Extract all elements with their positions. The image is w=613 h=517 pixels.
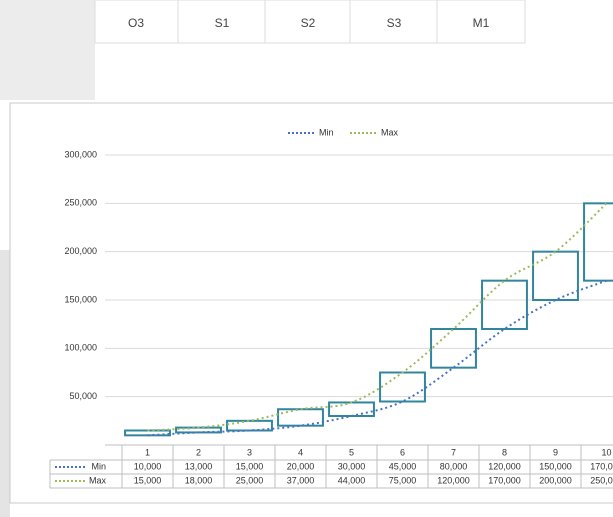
table-cell: 200,000 bbox=[539, 475, 572, 485]
chart: O3 S1 S2 S3 M1 50,000 100,000 150,000 200,000 250… bbox=[49, 16, 613, 489]
table-cell: 30,000 bbox=[338, 461, 366, 471]
table-cell: 75,000 bbox=[389, 475, 417, 485]
category-label: 10 bbox=[601, 447, 611, 457]
y-tick-label: 100,000 bbox=[64, 343, 97, 353]
category-label: 6 bbox=[400, 447, 405, 457]
category-label: 5 bbox=[349, 447, 354, 457]
range-box bbox=[226, 419, 273, 432]
table-row-label: Min bbox=[91, 461, 106, 471]
table-cell: 80,000 bbox=[440, 461, 468, 471]
y-tick-label: 200,000 bbox=[64, 246, 97, 256]
table-cell: 170,000 bbox=[590, 461, 613, 471]
y-tick-label: 50,000 bbox=[69, 391, 97, 401]
table-cell: 250,000 bbox=[590, 475, 613, 485]
y-tick-label: 150,000 bbox=[64, 294, 97, 304]
category-label: 8 bbox=[502, 447, 507, 457]
legend-label: Min bbox=[319, 127, 334, 137]
header-cell: O3 bbox=[128, 16, 144, 30]
chart-panel bbox=[9, 102, 613, 504]
table-cell: 25,000 bbox=[236, 475, 264, 485]
table-cell: 20,000 bbox=[287, 461, 315, 471]
table-cell: 120,000 bbox=[437, 475, 470, 485]
side-panel bbox=[0, 250, 10, 517]
category-label: 3 bbox=[247, 447, 252, 457]
header-cell: M1 bbox=[473, 16, 490, 30]
category-label: 4 bbox=[298, 447, 303, 457]
table-cell: 120,000 bbox=[488, 461, 521, 471]
category-label: 7 bbox=[451, 447, 456, 457]
y-tick-label: 250,000 bbox=[64, 198, 97, 208]
table-cell: 13,000 bbox=[185, 461, 213, 471]
y-tick-label: 300,000 bbox=[64, 149, 97, 159]
header-row bbox=[94, 0, 526, 44]
table-cell: 37,000 bbox=[287, 475, 315, 485]
table-cell: 15,000 bbox=[236, 461, 264, 471]
table-cell: 18,000 bbox=[185, 475, 213, 485]
header-cell: S1 bbox=[215, 16, 230, 30]
range-box bbox=[277, 408, 324, 427]
table-cell: 45,000 bbox=[389, 461, 417, 471]
table-cell: 170,000 bbox=[488, 475, 521, 485]
table-cell: 150,000 bbox=[539, 461, 572, 471]
side-panel bbox=[0, 0, 95, 100]
range-box bbox=[481, 279, 528, 330]
category-label: 1 bbox=[145, 447, 150, 457]
table-cell: 44,000 bbox=[338, 475, 366, 485]
category-label: 2 bbox=[196, 447, 201, 457]
header-cell: S2 bbox=[301, 16, 316, 30]
category-label: 9 bbox=[553, 447, 558, 457]
legend-label: Max bbox=[381, 127, 399, 137]
series-line bbox=[147, 202, 608, 432]
range-box bbox=[430, 328, 477, 369]
table-cell: 10,000 bbox=[134, 461, 162, 471]
table-cell: 15,000 bbox=[134, 475, 162, 485]
header-cell: S3 bbox=[387, 16, 402, 30]
table-row-label: Max bbox=[89, 475, 107, 485]
